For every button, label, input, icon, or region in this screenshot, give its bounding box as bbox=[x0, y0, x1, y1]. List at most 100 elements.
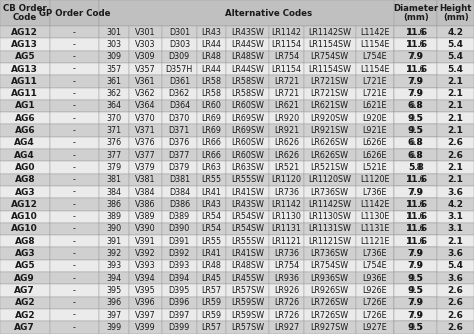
Text: D381: D381 bbox=[169, 175, 190, 184]
Bar bbox=[99, 309, 129, 321]
Text: AG12: AG12 bbox=[11, 28, 38, 37]
Bar bbox=[99, 247, 129, 260]
Bar bbox=[356, 235, 394, 247]
Text: -: - bbox=[73, 163, 76, 172]
Text: 309: 309 bbox=[107, 52, 122, 61]
Bar bbox=[269, 297, 304, 309]
Text: LR1142SW: LR1142SW bbox=[308, 28, 351, 37]
Text: 397: 397 bbox=[107, 311, 122, 320]
Bar bbox=[129, 88, 162, 100]
Bar bbox=[304, 26, 356, 38]
Text: V379: V379 bbox=[135, 163, 156, 172]
Bar bbox=[226, 137, 269, 149]
Text: 11.6: 11.6 bbox=[407, 224, 425, 233]
Bar bbox=[162, 137, 197, 149]
Text: -: - bbox=[73, 151, 76, 160]
Bar bbox=[197, 112, 226, 124]
Text: D395: D395 bbox=[169, 286, 190, 295]
Text: L726E: L726E bbox=[363, 311, 387, 320]
Bar bbox=[394, 161, 438, 174]
Text: LR927: LR927 bbox=[274, 323, 299, 332]
Bar bbox=[226, 297, 269, 309]
Bar bbox=[394, 100, 438, 112]
Bar bbox=[129, 149, 162, 161]
Text: AG7: AG7 bbox=[14, 286, 35, 295]
Bar bbox=[356, 186, 394, 198]
Text: LR58SW: LR58SW bbox=[231, 89, 264, 98]
Text: LR1120: LR1120 bbox=[272, 175, 301, 184]
Bar bbox=[356, 272, 394, 284]
Bar bbox=[0, 112, 50, 124]
Text: V390: V390 bbox=[135, 224, 156, 233]
Bar bbox=[197, 247, 226, 260]
Text: LR721: LR721 bbox=[274, 89, 299, 98]
Text: 6.8: 6.8 bbox=[410, 151, 422, 160]
Text: 7.9: 7.9 bbox=[408, 89, 424, 98]
Bar bbox=[438, 112, 474, 124]
Text: -: - bbox=[73, 311, 76, 320]
Text: L754E: L754E bbox=[363, 52, 387, 61]
Bar bbox=[269, 26, 304, 38]
Text: LR1142: LR1142 bbox=[272, 200, 301, 209]
Text: V392: V392 bbox=[135, 249, 156, 258]
Bar bbox=[356, 26, 394, 38]
Text: 7.9: 7.9 bbox=[408, 249, 424, 258]
Bar bbox=[50, 198, 99, 210]
Text: 395: 395 bbox=[107, 286, 122, 295]
Text: LR41: LR41 bbox=[202, 188, 222, 196]
Bar bbox=[226, 149, 269, 161]
Text: LR44SW: LR44SW bbox=[231, 64, 264, 73]
Text: 11.6: 11.6 bbox=[407, 28, 425, 37]
Bar bbox=[438, 223, 474, 235]
Bar bbox=[438, 88, 474, 100]
Text: LR1121: LR1121 bbox=[272, 237, 301, 246]
Bar bbox=[99, 100, 129, 112]
Bar bbox=[197, 309, 226, 321]
Bar bbox=[0, 174, 50, 186]
Text: D364: D364 bbox=[169, 102, 190, 111]
Bar bbox=[304, 100, 356, 112]
Text: LR754: LR754 bbox=[274, 52, 299, 61]
Bar bbox=[438, 309, 474, 321]
Text: LR726: LR726 bbox=[274, 298, 299, 307]
Bar bbox=[99, 112, 129, 124]
Bar bbox=[162, 38, 197, 50]
Text: LR626SW: LR626SW bbox=[310, 151, 349, 160]
Bar bbox=[50, 112, 99, 124]
Bar bbox=[304, 284, 356, 297]
Bar bbox=[394, 0, 438, 26]
Text: 7.9: 7.9 bbox=[408, 311, 424, 320]
Bar bbox=[226, 38, 269, 50]
Text: L721E: L721E bbox=[363, 89, 387, 98]
Text: AG10: AG10 bbox=[11, 212, 38, 221]
Bar bbox=[0, 88, 50, 100]
Text: -: - bbox=[73, 200, 76, 209]
Text: V394: V394 bbox=[135, 274, 156, 283]
Bar bbox=[129, 26, 162, 38]
Bar bbox=[99, 50, 129, 63]
Bar bbox=[394, 186, 438, 198]
Bar bbox=[394, 124, 438, 137]
Text: LR41: LR41 bbox=[202, 249, 222, 258]
Text: LR626SW: LR626SW bbox=[310, 138, 349, 147]
Bar bbox=[356, 75, 394, 88]
Bar bbox=[0, 186, 50, 198]
Bar bbox=[356, 284, 394, 297]
Text: -: - bbox=[73, 274, 76, 283]
Text: L626E: L626E bbox=[363, 151, 387, 160]
Text: LR736: LR736 bbox=[274, 249, 299, 258]
Bar bbox=[394, 137, 438, 149]
Text: -: - bbox=[73, 138, 76, 147]
Bar bbox=[197, 161, 226, 174]
Bar bbox=[50, 297, 99, 309]
Text: V301: V301 bbox=[135, 28, 155, 37]
Bar bbox=[50, 272, 99, 284]
Bar bbox=[356, 88, 394, 100]
Bar bbox=[304, 149, 356, 161]
Bar bbox=[269, 149, 304, 161]
Bar bbox=[99, 174, 129, 186]
Bar bbox=[269, 198, 304, 210]
Bar bbox=[99, 321, 129, 334]
Bar bbox=[197, 235, 226, 247]
Bar bbox=[304, 297, 356, 309]
